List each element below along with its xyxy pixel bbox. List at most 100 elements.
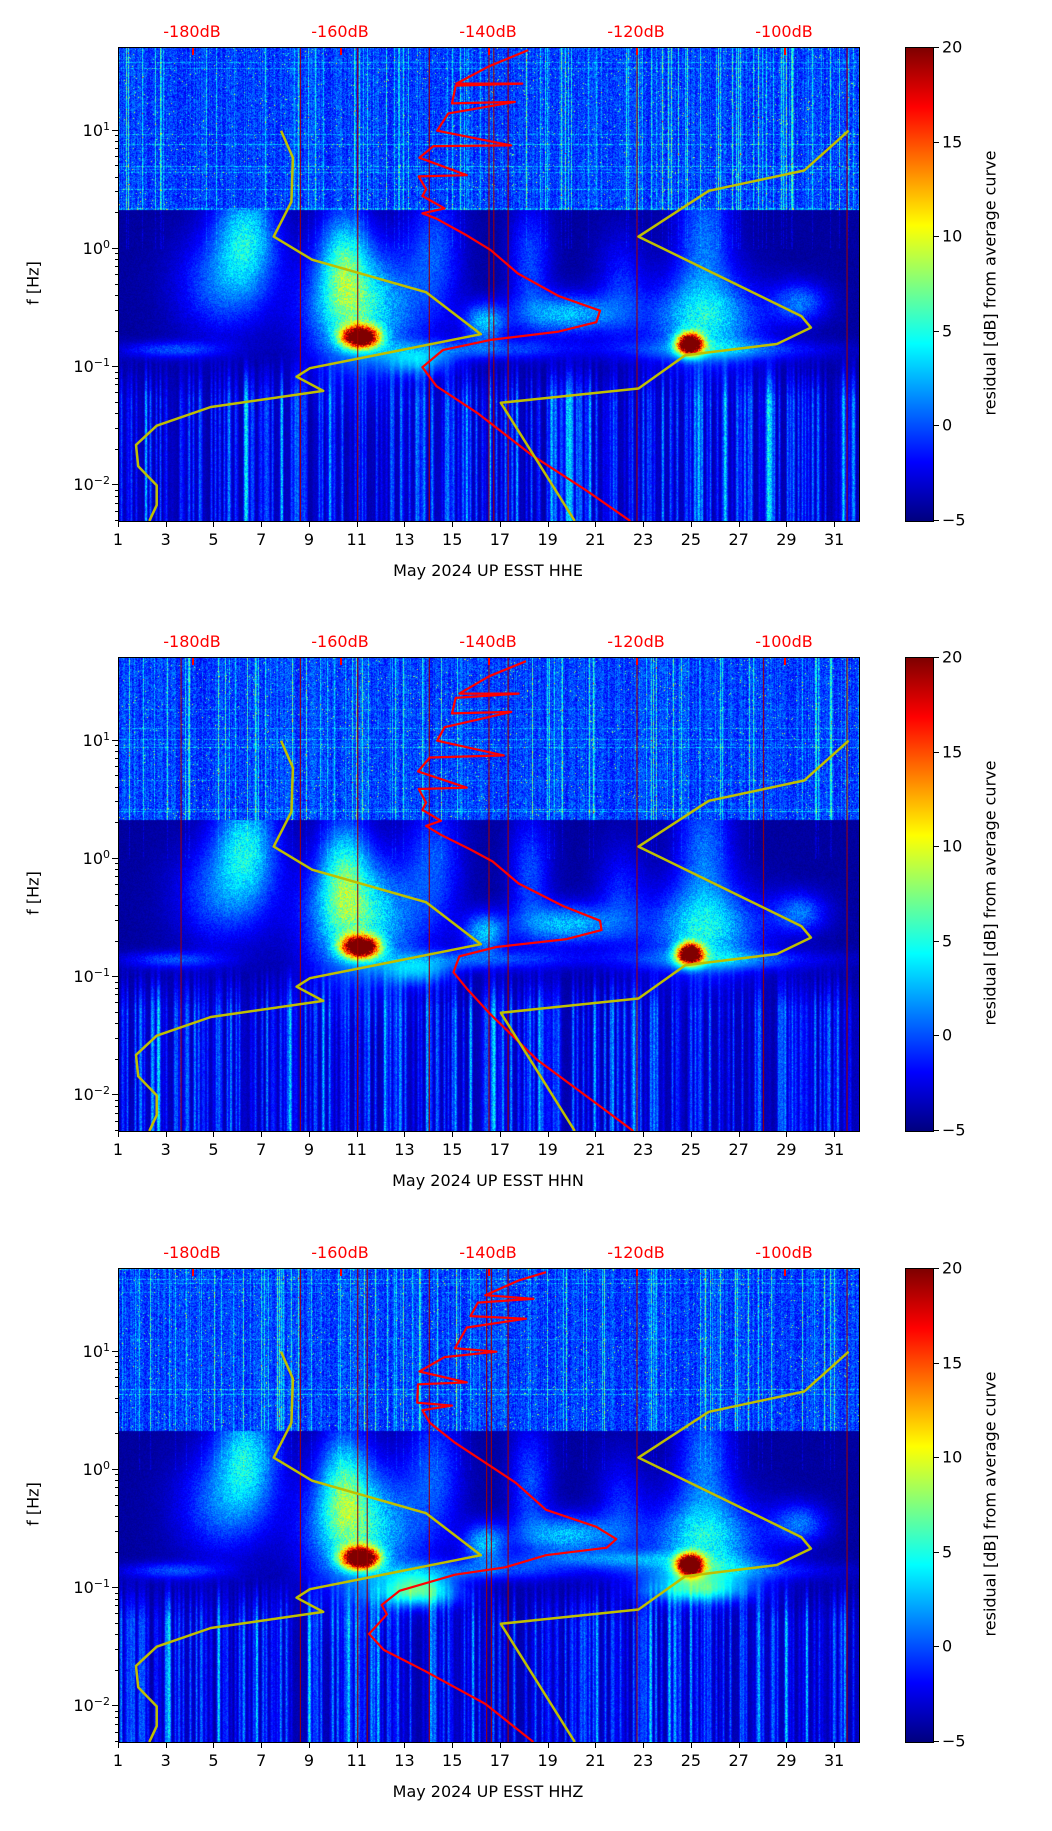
y-minor-tick	[115, 1099, 118, 1101]
colorbar-label: residual [dB] from average curve	[980, 1371, 1000, 1637]
y-minor-tick	[115, 1105, 118, 1107]
y-minor-tick	[115, 994, 118, 996]
x-tick-label: 19	[537, 1751, 558, 1770]
y-minor-tick	[115, 1504, 118, 1506]
x-tick-label: 3	[160, 1140, 171, 1159]
spectrogram-plot-area	[118, 1268, 860, 1743]
x-tick-mark	[643, 1131, 645, 1137]
colorbar-tick-label: 10	[942, 1447, 963, 1467]
x-tick-label: 7	[256, 530, 267, 549]
colorbar-tick-label: 15	[942, 742, 963, 762]
x-tick-mark	[643, 521, 645, 527]
x-tick-label: 27	[728, 1751, 749, 1770]
x-tick-label: 15	[442, 1140, 463, 1159]
x-tick-mark	[690, 521, 692, 527]
x-axis-label: May 2024 UP ESST HHZ	[392, 1782, 584, 1801]
y-tick-base: 10	[82, 120, 103, 140]
y-tick-label: 10−1	[50, 1577, 110, 1597]
panel-hhz: -180dB -160dB -140dB -120dB -100dB 1 3 5 7 9 11 13 1…	[0, 1221, 1052, 1831]
x-tick-label: 1	[112, 1751, 124, 1770]
y-minor-tick	[115, 1634, 118, 1636]
y-minor-tick	[115, 259, 118, 261]
x-tick-mark	[165, 1131, 167, 1137]
x-tick-mark	[404, 521, 406, 527]
x-tick-label: 15	[442, 530, 463, 549]
y-minor-tick	[115, 1058, 118, 1060]
x-tick-mark	[786, 1131, 788, 1137]
y-minor-tick	[115, 1376, 118, 1378]
y-tick-label: 101	[50, 119, 110, 139]
y-tick-label: 100	[50, 848, 110, 868]
y-tick-exponent: 0	[103, 237, 110, 251]
y-tick-base: 10	[82, 1460, 103, 1480]
x-tick-label: 17	[489, 1751, 511, 1770]
top-db-tick-label: -100dB	[755, 632, 813, 651]
x-tick-label: 23	[632, 1751, 654, 1770]
top-db-tick-label: -180dB	[163, 632, 221, 651]
y-axis-label: f [Hz]	[23, 871, 43, 915]
y-minor-tick	[115, 1356, 118, 1358]
y-minor-tick	[115, 510, 118, 512]
x-tick-label: 1	[112, 1140, 124, 1159]
x-tick-mark	[452, 1742, 454, 1748]
colorbar-label: residual [dB] from average curve	[980, 150, 1000, 416]
y-tick-label: 100	[50, 1459, 110, 1479]
y-minor-tick	[115, 1495, 118, 1497]
top-db-tick-label: -140dB	[459, 22, 517, 41]
y-minor-tick	[115, 1480, 118, 1482]
x-tick-mark	[404, 1131, 406, 1137]
average-psd-curve	[417, 49, 631, 521]
x-tick-label: 3	[160, 530, 171, 549]
y-tick-mark	[112, 247, 118, 249]
y-tick-label: 10−2	[50, 1084, 110, 1104]
colorbar-tick-label: −5	[942, 510, 966, 530]
y-minor-tick	[115, 1002, 118, 1004]
spectrogram-plot-area	[118, 657, 860, 1132]
x-tick-label: 3	[160, 1751, 171, 1770]
y-minor-tick	[115, 309, 118, 311]
top-db-tick-label: -120dB	[607, 1243, 665, 1262]
x-tick-label: 1	[112, 530, 124, 549]
x-tick-mark	[643, 1742, 645, 1748]
x-tick-mark	[308, 1742, 310, 1748]
x-tick-label: 13	[394, 1140, 415, 1159]
x-tick-mark	[595, 1131, 597, 1137]
average-psd-curve	[416, 660, 634, 1131]
y-minor-tick	[115, 176, 118, 178]
x-tick-label: 27	[728, 1140, 749, 1159]
y-minor-tick	[115, 1731, 118, 1733]
x-tick-mark	[452, 521, 454, 527]
y-minor-tick	[115, 1412, 118, 1414]
y-minor-tick	[115, 1605, 118, 1607]
x-tick-label: 5	[208, 1751, 219, 1770]
x-tick-label: 25	[680, 1140, 702, 1159]
y-tick-base: 10	[82, 239, 103, 259]
x-axis-label: May 2024 UP ESST HHE	[393, 561, 583, 580]
y-minor-tick	[115, 1592, 118, 1594]
x-tick-label: 9	[303, 1140, 315, 1159]
curve-overlay	[134, 658, 850, 1131]
x-tick-mark	[213, 1742, 215, 1748]
x-tick-mark	[261, 1742, 263, 1748]
colorbar-tick-label: 5	[942, 321, 953, 341]
y-tick-mark	[112, 366, 118, 368]
y-tick-mark	[112, 1468, 118, 1470]
x-tick-label: 29	[776, 530, 797, 549]
x-tick-mark	[547, 521, 549, 527]
x-tick-mark	[213, 1131, 215, 1137]
y-minor-tick	[115, 377, 118, 379]
y-minor-tick	[115, 1669, 118, 1671]
x-tick-mark	[356, 1742, 358, 1748]
colorbar-tick-mark	[934, 1551, 939, 1553]
colorbar-tick-mark	[934, 846, 939, 848]
y-axis-label: f [Hz]	[23, 1482, 43, 1526]
y-minor-tick	[115, 1487, 118, 1489]
y-minor-tick	[115, 1474, 118, 1476]
x-tick-label: 7	[256, 1751, 267, 1770]
colorbar	[905, 1268, 934, 1743]
y-minor-tick	[115, 786, 118, 788]
panel-hhn: -180dB -160dB -140dB -120dB -100dB 1 3 5 7 9 11 13 1…	[0, 610, 1052, 1220]
y-minor-tick	[115, 765, 118, 767]
top-db-tick-label: -100dB	[755, 22, 813, 41]
y-tick-mark	[112, 484, 118, 486]
